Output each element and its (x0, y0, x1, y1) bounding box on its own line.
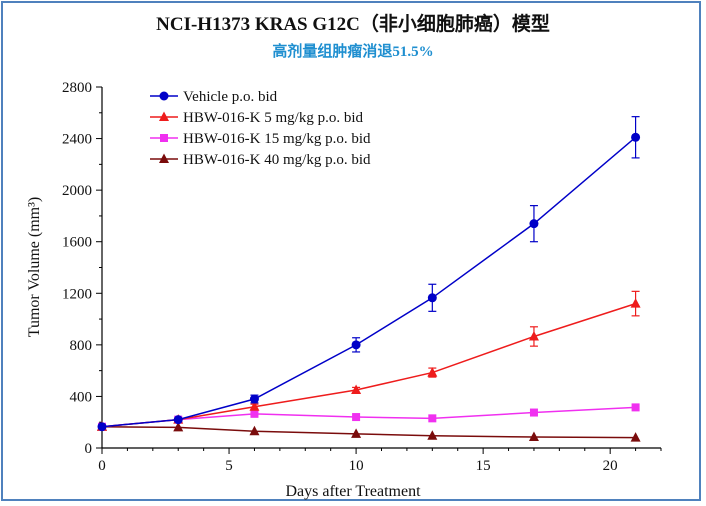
data-point (352, 413, 361, 422)
data-point (351, 340, 361, 350)
data-point (249, 401, 260, 411)
y-tick-label: 2800 (62, 80, 92, 96)
data-point (250, 409, 259, 418)
x-tick-label: 15 (476, 458, 491, 474)
legend-marker (159, 153, 169, 163)
data-point (528, 431, 539, 442)
legend-marker (159, 111, 169, 121)
data-point (427, 293, 437, 303)
series-line (101, 302, 636, 428)
data-point (630, 298, 641, 308)
legend-marker (159, 91, 169, 101)
data-point (351, 428, 362, 438)
data-point (528, 330, 539, 341)
data-point (97, 422, 107, 432)
y-tick-label: 1200 (62, 286, 92, 302)
data-point (529, 408, 538, 417)
legend-label: Vehicle p.o. bid (183, 89, 278, 105)
data-point (427, 430, 438, 440)
plot-area (97, 116, 641, 442)
data-point (631, 403, 640, 412)
legend-marker (160, 134, 168, 142)
x-tick-label: 20 (603, 458, 618, 474)
data-point (428, 414, 437, 423)
legend-label: HBW-016-K 15 mg/kg p.o. bid (183, 131, 371, 147)
x-tick-label: 5 (225, 458, 233, 474)
data-point (631, 132, 641, 142)
x-tick-label: 0 (98, 458, 106, 474)
y-tick-label: 2400 (62, 132, 92, 148)
data-point (630, 432, 641, 442)
data-point (529, 219, 539, 229)
x-axis-label: Days after Treatment (285, 483, 421, 500)
legend-item: HBW-016-K 15 mg/kg p.o. bid (150, 131, 371, 147)
y-axis-label: Tumor Volume (mm³) (26, 197, 43, 338)
y-tick-label: 2000 (62, 183, 92, 199)
data-point (249, 394, 259, 404)
legend-item: Vehicle p.o. bid (150, 89, 278, 105)
data-point (351, 384, 362, 394)
data-point (427, 367, 438, 377)
data-point (173, 421, 184, 432)
y-tick-label: 400 (70, 389, 93, 405)
series-line (101, 425, 636, 439)
y-tick-label: 0 (85, 441, 93, 457)
legend: Vehicle p.o. bid HBW-016-K 5 mg/kg p.o. b… (150, 89, 371, 168)
data-point (173, 415, 183, 425)
legend-item: HBW-016-K 40 mg/kg p.o. bid (150, 152, 371, 168)
legend-label: HBW-016-K 40 mg/kg p.o. bid (183, 152, 371, 168)
legend-label: HBW-016-K 5 mg/kg p.o. bid (183, 110, 363, 126)
chart-subtitle: 高剂量组肿瘤消退51.5% (272, 42, 433, 60)
chart-frame (1, 1, 701, 501)
data-point (249, 425, 260, 436)
series-2 (97, 290, 641, 431)
y-tick-label: 800 (70, 338, 93, 354)
legend-item: HBW-016-K 5 mg/kg p.o. bid (150, 110, 363, 126)
chart-title: NCI-H1373 KRAS G12C（非小细胞肺癌）模型 (156, 12, 550, 35)
series-4 (97, 421, 641, 442)
series-1 (97, 116, 641, 432)
series-line (101, 136, 637, 428)
axes: 0 5 10 15 20 0 400 800 1200 1600 2000 2400 2800 (62, 80, 662, 474)
x-tick-label: 10 (349, 458, 364, 474)
y-tick-label: 1600 (62, 235, 92, 251)
